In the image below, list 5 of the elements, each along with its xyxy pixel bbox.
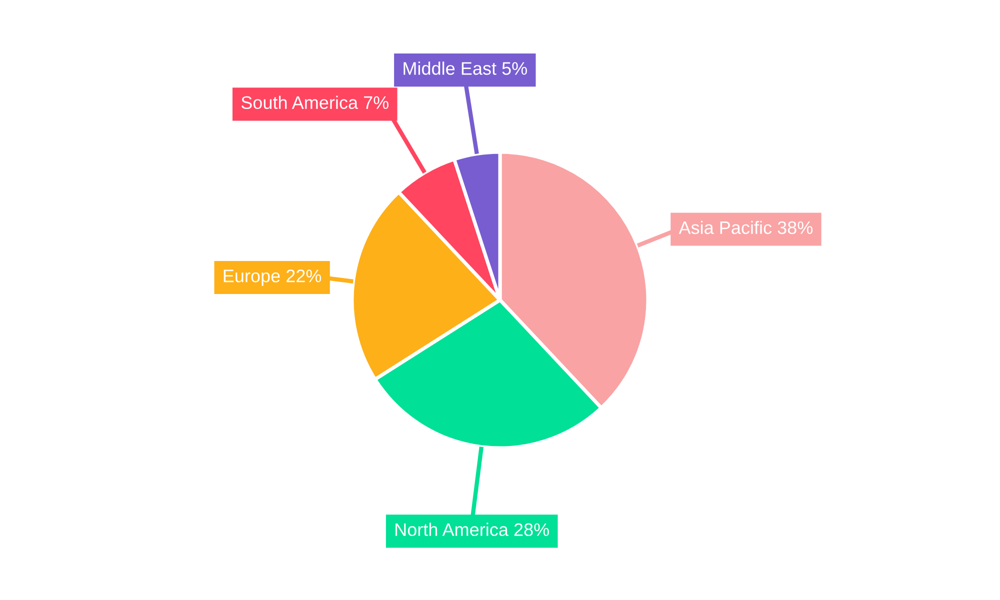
slice-label: North America 28% xyxy=(396,522,549,536)
slice-label: South America 7% xyxy=(241,96,389,110)
slice-label: Europe 22% xyxy=(224,270,322,286)
slice-label: Asia Pacific 38% xyxy=(678,220,813,234)
slice-label: Middle East 5% xyxy=(404,62,527,75)
